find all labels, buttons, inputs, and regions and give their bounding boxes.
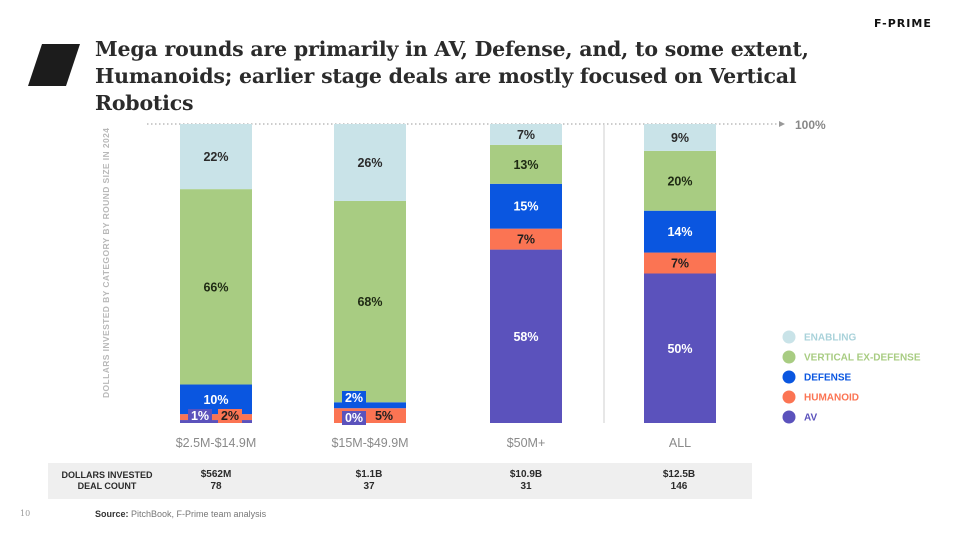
source-label: Source:	[95, 509, 129, 519]
bar-segment-vertical-ex-defense	[334, 200, 406, 403]
data-label: 7%	[517, 233, 535, 247]
data-label-box	[342, 391, 366, 405]
data-label: 13%	[513, 158, 538, 172]
bar-segment-enabling	[490, 124, 562, 145]
bar-segment-humanoid	[490, 228, 562, 250]
bar-segment-vertical-ex-defense	[180, 189, 252, 385]
summary-dollars-cell: $10.9B	[509, 469, 543, 480]
summary-band	[48, 463, 752, 499]
legend-swatch-humanoid	[782, 390, 796, 404]
data-label: 7%	[671, 257, 689, 271]
bar-segment-av	[644, 273, 716, 423]
data-label: 15%	[513, 200, 538, 214]
legend-swatch-vertical-ex-defense	[782, 350, 796, 364]
bar-segment-defense	[334, 402, 406, 409]
legend-swatch-enabling	[782, 330, 796, 344]
data-label: 26%	[357, 156, 382, 170]
legend-label: VERTICAL EX-DEFENSE	[804, 353, 921, 364]
category-label: $2.5M-$14.9M	[176, 436, 257, 450]
data-label: 50%	[667, 342, 692, 356]
data-label: 0%	[345, 411, 363, 425]
slide-marker-parallelogram	[28, 44, 80, 86]
category-label: $15M-$49.9M	[331, 436, 408, 450]
bar-segment-enabling	[644, 124, 716, 151]
reference-arrow-icon	[779, 121, 785, 127]
y-axis-title: DOLLARS INVESTED BY CATEGORY BY ROUND SI…	[101, 128, 111, 398]
summary-dollars-cell: $562M	[200, 469, 232, 480]
data-label-box	[342, 411, 366, 425]
bar-segment-defense	[644, 210, 716, 253]
bar-segment-humanoid	[180, 414, 252, 421]
data-label: 20%	[667, 174, 692, 188]
data-label: 66%	[203, 280, 228, 294]
source-note: Source: PitchBook, F-Prime team analysis	[95, 509, 266, 519]
data-label-box	[372, 409, 396, 423]
legend-label: ENABLING	[804, 333, 856, 344]
legend-swatch-defense	[782, 370, 796, 384]
bar-segment-av	[490, 249, 562, 423]
summary-dollars-cell: $12.5B	[662, 469, 696, 480]
data-label: 14%	[667, 225, 692, 239]
bar-segment-humanoid	[644, 252, 716, 274]
summary-deals-cell: 78	[210, 481, 222, 492]
data-label: 22%	[203, 150, 228, 164]
brand-logo: F-PRIME	[874, 17, 932, 30]
bar-segment-vertical-ex-defense	[490, 144, 562, 184]
reference-label: 100%	[795, 118, 826, 132]
data-label: 58%	[513, 330, 538, 344]
legend-label: AV	[804, 413, 817, 424]
category-label: $50M+	[507, 436, 546, 450]
legend-label: HUMANOID	[804, 393, 859, 404]
data-label: 7%	[517, 128, 535, 142]
bar-segment-av	[180, 420, 252, 423]
summary-deals-cell: 37	[363, 481, 375, 492]
category-label: ALL	[669, 436, 691, 450]
data-label-box	[218, 409, 242, 423]
bar-segment-enabling	[334, 124, 406, 201]
data-label: 68%	[357, 295, 382, 309]
bar-segment-enabling	[180, 124, 252, 190]
bar-segment-vertical-ex-defense	[644, 150, 716, 211]
legend-swatch-av	[782, 410, 796, 424]
data-label: 5%	[375, 409, 393, 423]
data-label-box	[188, 409, 212, 423]
legend-label: DEFENSE	[804, 373, 852, 384]
data-label: 1%	[191, 409, 209, 423]
source-text: PitchBook, F-Prime team analysis	[131, 509, 267, 519]
summary-dollars-cell: $1.1B	[355, 469, 383, 480]
summary-deals-cell: 31	[520, 481, 532, 492]
summary-deals-label: DEAL COUNT	[77, 481, 137, 491]
data-label: 2%	[221, 409, 239, 423]
page-title: Mega rounds are primarily in AV, Defense…	[95, 37, 809, 115]
data-label: 9%	[671, 131, 689, 145]
page-number: 10	[20, 509, 31, 518]
bar-segment-defense	[490, 183, 562, 229]
summary-dollars-label: DOLLARS INVESTED	[61, 470, 153, 480]
summary-deals-cell: 146	[670, 481, 688, 492]
data-label: 2%	[345, 391, 363, 405]
data-label: 10%	[203, 393, 228, 407]
